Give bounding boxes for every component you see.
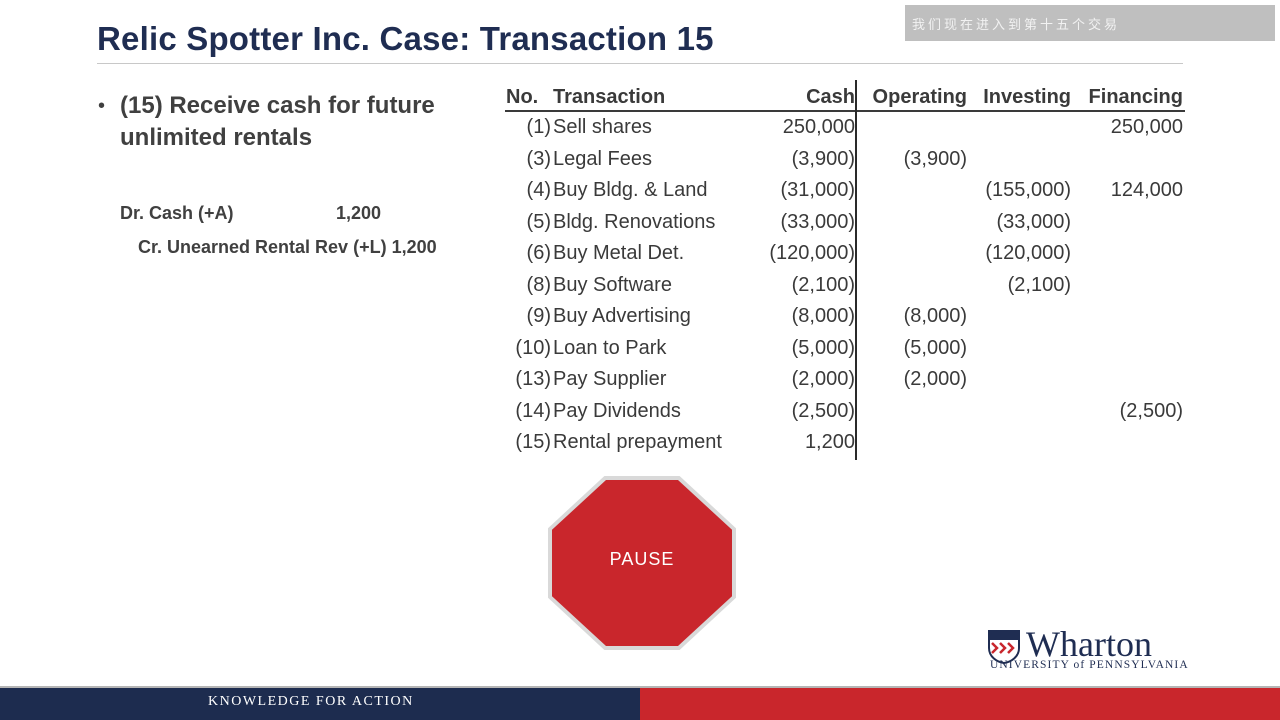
cell-no: (15): [515, 431, 551, 453]
header-operating: Operating: [872, 86, 967, 108]
cell-operating: (2,000): [903, 368, 967, 390]
cell-transaction: Bldg. Renovations: [553, 210, 716, 233]
cell-financing: 250,000: [1110, 116, 1183, 138]
cell-transaction: Rental prepayment: [553, 431, 722, 453]
bullet-text: (15) Receive cash for future unlimited r…: [120, 92, 435, 151]
cell-transaction: Buy Metal Det.: [553, 242, 685, 264]
cash-column-divider: [855, 80, 857, 460]
cell-transaction: Buy Advertising: [553, 305, 691, 327]
header-no: No.: [506, 86, 539, 108]
cell-transaction: Legal Fees: [553, 147, 652, 170]
bullet-icon: •: [98, 95, 106, 117]
cell-transaction: Sell shares: [553, 116, 652, 138]
cell-operating: (5,000): [903, 336, 967, 359]
cell-cash: (2,500): [791, 399, 855, 422]
cell-financing: (2,500): [1119, 399, 1183, 422]
debit-entry-label: Dr. Cash (+A): [120, 203, 234, 223]
cell-transaction: Buy Bldg. & Land: [553, 179, 708, 201]
cell-investing: (2,100): [1007, 273, 1071, 296]
cell-operating: (3,900): [903, 147, 967, 170]
header-investing: Investing: [983, 86, 1071, 108]
cell-no: (10): [515, 336, 551, 359]
caption-overlay-box: [905, 5, 1275, 41]
penn-shield-icon: [988, 630, 1020, 664]
slide-title: Relic Spotter Inc. Case: Transaction 15: [97, 20, 714, 57]
credit-entry: Cr. Unearned Rental Rev (+L) 1,200: [138, 237, 437, 257]
caption-overlay-text: 我们现在进入到第十五个交易: [912, 17, 1121, 32]
debit-entry-amount: 1,200: [336, 203, 382, 223]
logo-wordmark: Wharton: [1026, 624, 1152, 664]
cell-no: (6): [526, 242, 551, 264]
logo-subtitle: UNIVERSITY of PENNSYLVANIA: [990, 659, 1189, 671]
cell-no: (4): [526, 179, 551, 201]
footer-red-band: [640, 688, 1280, 720]
cell-investing: (155,000): [985, 179, 1071, 201]
cell-no: (13): [515, 368, 551, 390]
cell-investing: (120,000): [985, 242, 1071, 264]
wharton-logo: Wharton UNIVERSITY of PENNSYLVANIA: [988, 626, 1188, 672]
cell-no: (5): [526, 210, 551, 233]
pause-button-label[interactable]: PAUSE: [609, 549, 675, 569]
cell-cash: (5,000): [791, 336, 855, 359]
cell-cash: 1,200: [804, 431, 855, 453]
footer-rule: [0, 686, 1280, 688]
cell-transaction: Pay Dividends: [553, 399, 681, 422]
footer-navy-band: [0, 688, 640, 720]
cell-investing: (33,000): [996, 210, 1072, 233]
cell-financing: 124,000: [1110, 179, 1183, 201]
header-financing: Financing: [1088, 86, 1183, 108]
cell-cash: (2,100): [791, 273, 855, 296]
cell-no: (8): [526, 273, 551, 296]
header-transaction: Transaction: [553, 86, 666, 108]
footer-tagline: KNOWLEDGE FOR ACTION: [208, 694, 414, 709]
cell-transaction: Loan to Park: [553, 336, 667, 359]
cell-transaction: Buy Software: [553, 273, 672, 296]
cell-cash: (120,000): [769, 242, 855, 264]
cell-no: (9): [526, 305, 551, 327]
header-cash: Cash: [806, 86, 855, 108]
cell-no: (14): [515, 399, 551, 422]
cell-no: (1): [526, 116, 551, 138]
pause-button[interactable]: [552, 480, 732, 646]
title-divider: [97, 63, 1183, 64]
cell-cash: (3,900): [791, 147, 855, 170]
cell-operating: (8,000): [903, 305, 967, 327]
cell-cash: (2,000): [791, 368, 855, 390]
bullet-point: • (15) Receive cash for future unlimited…: [98, 90, 488, 154]
table-header-underline: [505, 110, 1185, 112]
cell-cash: (31,000): [780, 179, 856, 201]
cell-no: (3): [526, 147, 551, 170]
cell-cash: (33,000): [780, 210, 856, 233]
cell-cash: (8,000): [791, 305, 855, 327]
cell-cash: 250,000: [782, 116, 855, 138]
cell-transaction: Pay Supplier: [553, 368, 667, 390]
